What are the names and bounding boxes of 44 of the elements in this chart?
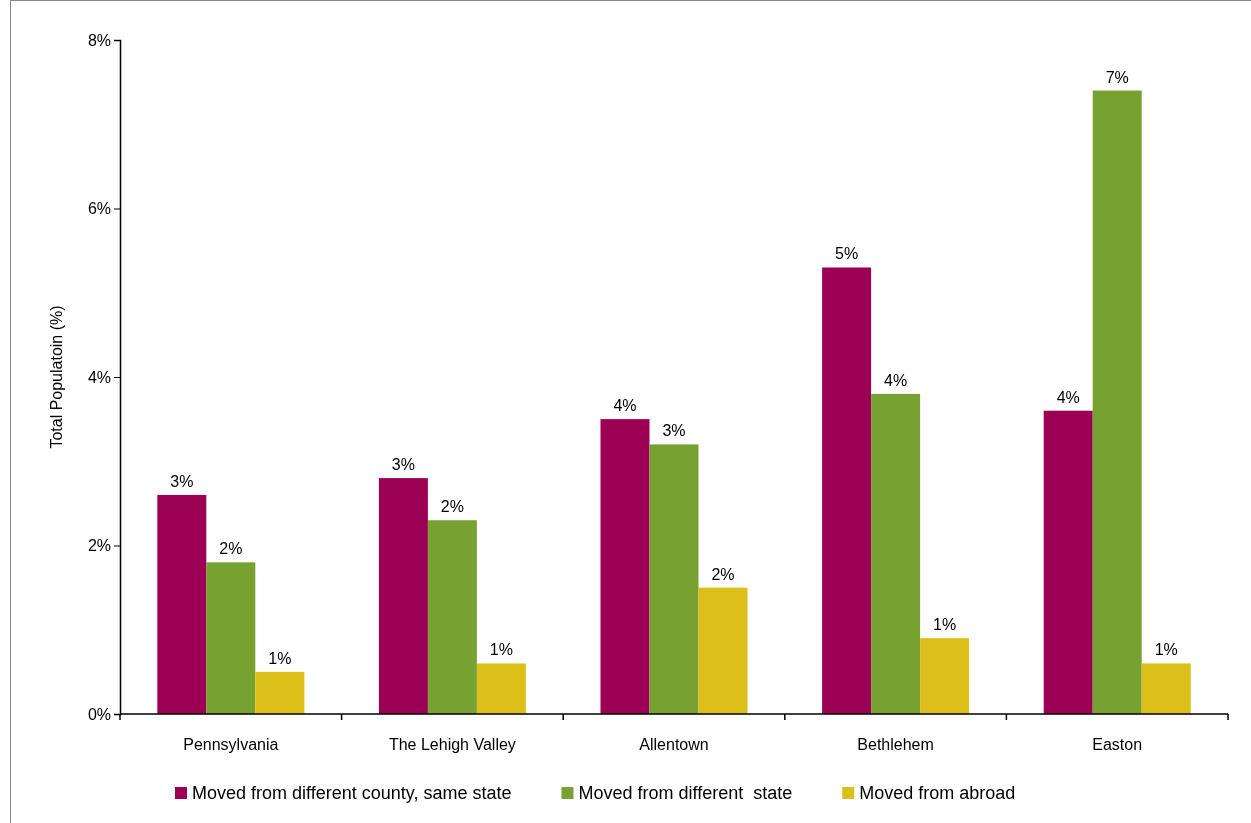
- data-label: 1%: [268, 649, 292, 667]
- bar: [378, 478, 428, 714]
- y-tick-label: 4%: [87, 368, 111, 386]
- y-axis-title: Total Populatoin (%): [48, 305, 65, 449]
- data-label: 1%: [1154, 641, 1178, 659]
- bar: [427, 520, 477, 714]
- bar: [871, 393, 921, 714]
- data-label: 2%: [219, 540, 243, 558]
- data-label: 1%: [933, 616, 957, 634]
- bar: [476, 663, 526, 714]
- legend-label: Moved from different state: [578, 783, 793, 803]
- y-tick-label: 6%: [87, 200, 111, 218]
- bar: [206, 562, 256, 714]
- bar: [649, 444, 699, 714]
- bar: [255, 671, 305, 714]
- data-label: 5%: [835, 245, 859, 263]
- y-tick-label: 8%: [87, 31, 111, 49]
- x-tick-label: Easton: [1092, 736, 1143, 753]
- bar: [1092, 90, 1142, 714]
- bar: [1043, 410, 1093, 714]
- x-tick-label: Pennsylvania: [183, 736, 279, 753]
- data-label: 4%: [1056, 388, 1080, 406]
- data-label: 3%: [391, 456, 415, 474]
- data-label: 7%: [1105, 68, 1129, 86]
- bar: [822, 267, 872, 714]
- data-label: 2%: [711, 565, 735, 583]
- data-label: 4%: [884, 371, 908, 389]
- legend-label: Moved from abroad: [859, 783, 1016, 803]
- data-label: 4%: [613, 397, 637, 415]
- x-tick-label: Allentown: [639, 736, 709, 753]
- bar: [157, 494, 207, 714]
- y-tick-label: 2%: [87, 537, 111, 555]
- x-tick-label: The Lehigh Valley: [388, 736, 516, 753]
- data-label: 2%: [440, 498, 464, 516]
- data-label: 3%: [662, 422, 686, 440]
- data-label: 1%: [489, 641, 513, 659]
- bar: [698, 587, 748, 714]
- x-tick-label: Bethlehem: [857, 736, 934, 753]
- bar: [920, 638, 970, 714]
- y-tick-label: 0%: [87, 705, 111, 723]
- legend-label: Moved from different county, same state: [192, 783, 512, 803]
- data-label: 3%: [170, 472, 194, 490]
- bar: [1141, 663, 1191, 714]
- bar: [600, 419, 650, 714]
